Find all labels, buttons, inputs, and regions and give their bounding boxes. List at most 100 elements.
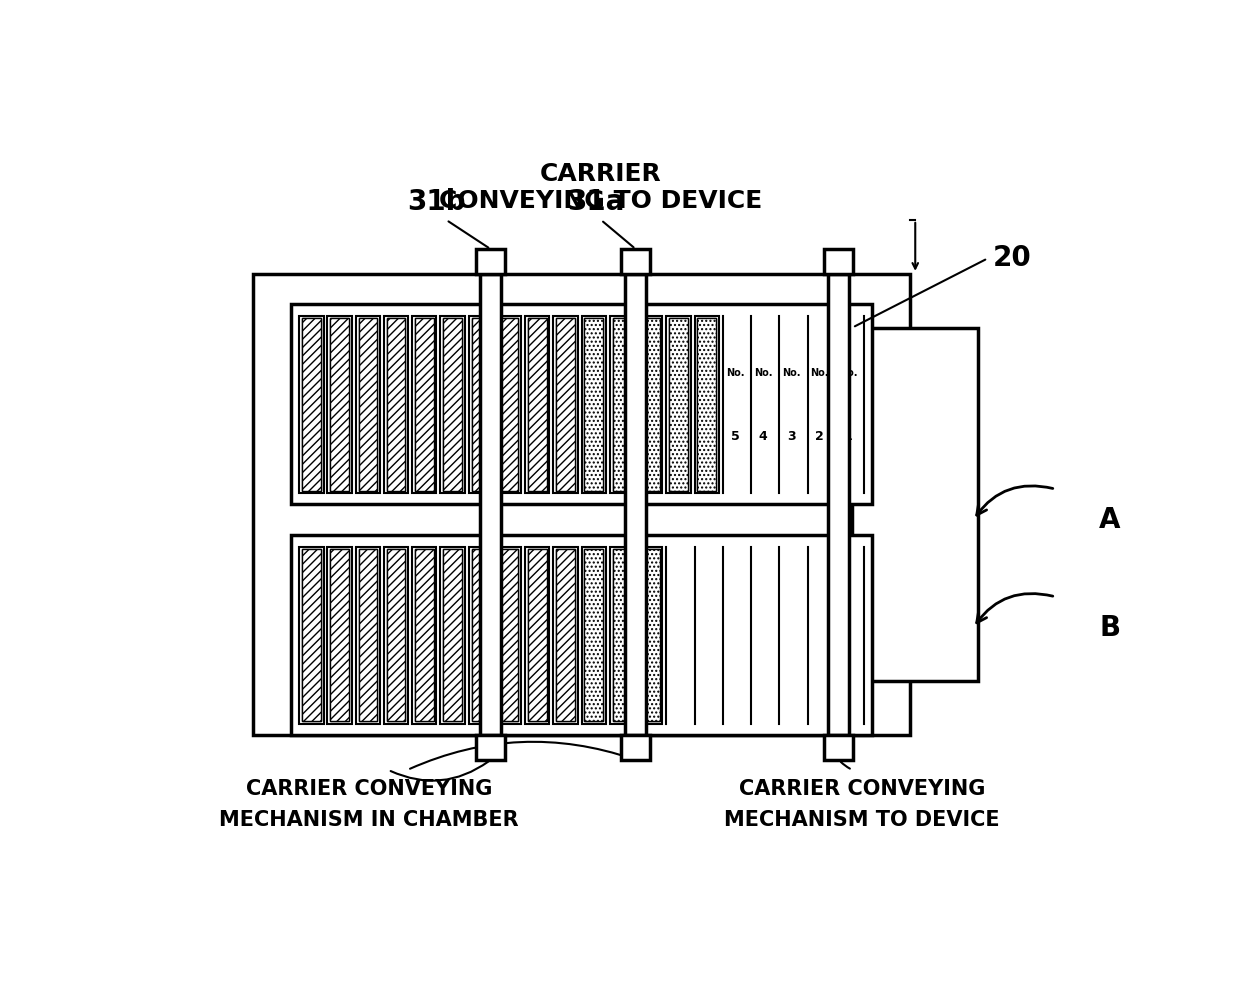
Bar	[384, 316, 408, 493]
Bar	[613, 319, 631, 491]
Bar	[582, 316, 607, 493]
Bar	[613, 319, 631, 491]
Text: No.: No.	[839, 368, 857, 378]
Bar	[622, 735, 650, 760]
Bar	[525, 546, 549, 723]
Text: A: A	[1099, 505, 1121, 533]
Bar	[387, 319, 406, 491]
Bar	[387, 549, 406, 721]
Bar	[695, 316, 719, 493]
Bar	[499, 549, 518, 721]
Bar	[472, 549, 490, 721]
Bar	[528, 319, 547, 491]
Bar	[416, 319, 433, 491]
Bar	[472, 319, 490, 491]
Bar	[327, 316, 352, 493]
Bar	[443, 549, 462, 721]
Bar	[252, 274, 911, 735]
Bar	[825, 249, 854, 274]
Bar	[472, 319, 490, 491]
Bar	[443, 549, 462, 721]
Bar	[358, 549, 377, 721]
Bar	[384, 546, 408, 723]
Bar	[472, 549, 490, 721]
Bar	[497, 316, 522, 493]
Bar	[825, 735, 854, 760]
Bar	[387, 549, 406, 721]
Bar	[641, 319, 659, 491]
Bar	[613, 549, 631, 721]
Bar	[553, 546, 578, 723]
Bar	[477, 249, 505, 274]
Bar	[641, 319, 659, 491]
Bar	[358, 319, 377, 491]
Bar	[443, 319, 462, 491]
Bar	[480, 274, 502, 735]
Bar	[557, 319, 575, 491]
Bar	[666, 316, 690, 493]
Bar	[557, 549, 575, 721]
Text: MECHANISM IN CHAMBER: MECHANISM IN CHAMBER	[218, 810, 519, 830]
Bar	[302, 549, 321, 721]
Bar	[669, 319, 688, 491]
Bar	[468, 316, 493, 493]
Bar	[358, 549, 377, 721]
Bar	[582, 546, 607, 723]
Bar	[525, 316, 549, 493]
Text: 4: 4	[759, 430, 768, 443]
Bar	[499, 319, 518, 491]
Bar	[584, 319, 603, 491]
Bar	[698, 319, 716, 491]
Bar	[499, 319, 518, 491]
Bar	[292, 535, 872, 735]
Bar	[331, 319, 349, 491]
Bar	[331, 549, 349, 721]
Bar	[358, 319, 377, 491]
Bar	[302, 549, 321, 721]
Bar	[584, 319, 603, 491]
Bar	[613, 319, 631, 491]
Bar	[553, 316, 578, 493]
Bar	[327, 546, 352, 723]
Text: 5: 5	[730, 430, 739, 443]
Bar	[416, 319, 433, 491]
Bar	[557, 319, 575, 491]
Bar	[528, 319, 547, 491]
Bar	[416, 319, 433, 491]
Text: MECHANISM TO DEVICE: MECHANISM TO DEVICE	[724, 810, 1000, 830]
Bar	[641, 549, 659, 721]
Text: 20: 20	[992, 245, 1031, 273]
Bar	[829, 274, 850, 735]
Bar	[584, 549, 603, 721]
Bar	[584, 319, 603, 491]
Bar	[698, 319, 716, 491]
Bar	[698, 319, 716, 491]
Bar	[356, 546, 379, 723]
Bar	[638, 316, 663, 493]
Bar	[610, 546, 634, 723]
Text: 2: 2	[815, 430, 824, 443]
Bar	[557, 549, 575, 721]
Text: CARRIER CONVEYING: CARRIER CONVEYING	[246, 779, 492, 799]
Bar	[443, 319, 462, 491]
Bar	[641, 319, 659, 491]
Bar	[472, 319, 490, 491]
Bar	[477, 735, 505, 760]
Text: CARRIER: CARRIER	[540, 162, 661, 186]
Bar	[300, 316, 323, 493]
Bar	[416, 549, 433, 721]
Bar	[528, 319, 547, 491]
Bar	[387, 319, 406, 491]
Text: No.: No.	[782, 368, 801, 378]
Bar	[302, 319, 321, 491]
Bar	[412, 316, 437, 493]
Bar	[557, 319, 575, 491]
Bar	[622, 249, 650, 274]
Bar	[387, 319, 406, 491]
Bar	[610, 316, 634, 493]
Bar	[497, 546, 522, 723]
Bar	[412, 546, 437, 723]
Text: No.: No.	[754, 368, 773, 378]
Bar	[528, 549, 547, 721]
Bar	[302, 319, 321, 491]
